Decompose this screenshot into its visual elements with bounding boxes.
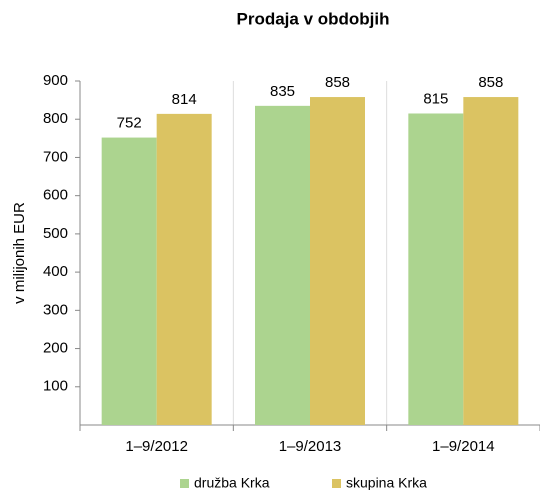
- legend-label: družba Krka: [194, 475, 270, 490]
- data-label: 835: [270, 83, 295, 100]
- y-tick-label: 100: [43, 378, 68, 395]
- y-tick-label: 400: [43, 263, 68, 280]
- x-tick-label: 1–9/2013: [279, 438, 342, 455]
- y-tick-label: 500: [43, 225, 68, 242]
- data-label: 815: [423, 90, 448, 107]
- bar: [408, 113, 464, 425]
- bar: [101, 137, 157, 425]
- y-tick-label: 600: [43, 187, 68, 204]
- y-tick-label: 300: [43, 301, 68, 318]
- legend-swatch: [180, 479, 189, 488]
- bar: [156, 113, 212, 426]
- x-tick-label: 1–9/2012: [125, 438, 188, 455]
- y-tick-label: 200: [43, 340, 68, 357]
- y-tick-label: 800: [43, 110, 68, 127]
- data-label: 752: [117, 115, 142, 132]
- data-label: 858: [325, 74, 350, 91]
- bar: [310, 97, 365, 425]
- legend-label: skupina Krka: [346, 475, 427, 490]
- y-tick-label: 700: [43, 148, 68, 165]
- y-tick-label: 900: [43, 72, 68, 89]
- y-axis-label: v milijonih EUR: [11, 202, 28, 304]
- data-label: 814: [172, 91, 197, 108]
- bar: [255, 105, 310, 425]
- x-tick-label: 1–9/2014: [432, 438, 495, 455]
- chart-title: Prodaja v obdobjih: [236, 9, 389, 28]
- data-label: 858: [478, 74, 503, 91]
- legend-swatch: [332, 479, 341, 488]
- bar: [463, 97, 519, 425]
